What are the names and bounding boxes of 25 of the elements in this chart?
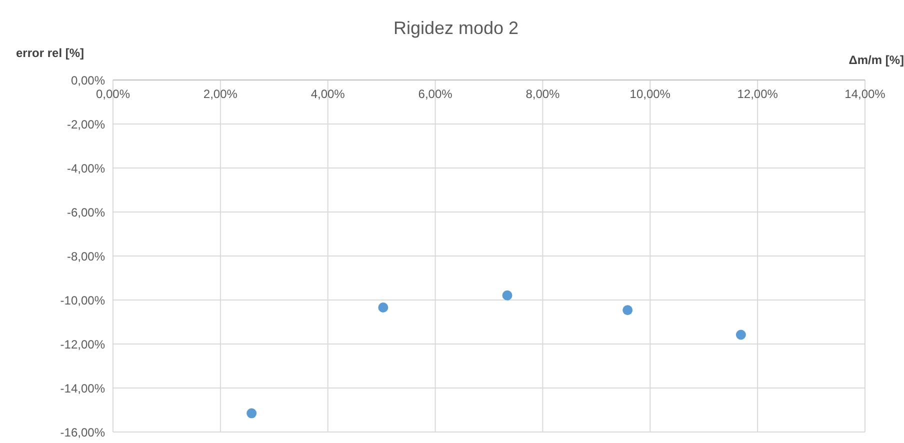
y-tick-label: -16,00% <box>60 425 106 440</box>
x-tick-label: 8,00% <box>526 87 560 101</box>
y-tick-label: -8,00% <box>66 249 106 264</box>
y-tick-label: -6,00% <box>66 205 106 220</box>
x-tick-label: 10,00% <box>630 87 671 101</box>
y-tick-label: -4,00% <box>66 161 106 176</box>
x-tick-label: 6,00% <box>418 87 453 101</box>
x-tick-label: 2,00% <box>203 87 238 101</box>
y-tick-label: -10,00% <box>60 293 106 308</box>
y-tick-label: -12,00% <box>60 337 106 352</box>
point <box>736 330 746 340</box>
point <box>502 290 512 300</box>
x-tick-label: 12,00% <box>737 87 778 101</box>
x-tick-label: 14,00% <box>844 87 886 101</box>
chart-title: Rigidez modo 2 <box>392 18 520 39</box>
point <box>378 302 388 312</box>
point <box>246 408 257 418</box>
x-tick-label: 4,00% <box>310 87 346 101</box>
y-axis-title: error rel [%] <box>16 46 84 60</box>
point <box>622 305 633 316</box>
y-tick-label: 0,00% <box>70 73 106 88</box>
y-tick-label: -2,00% <box>66 117 106 132</box>
y-tick-label: -14,00% <box>60 381 106 396</box>
x-axis-title: Δm/m [%] <box>848 53 904 67</box>
x-tick-label: 0,00% <box>96 87 130 101</box>
